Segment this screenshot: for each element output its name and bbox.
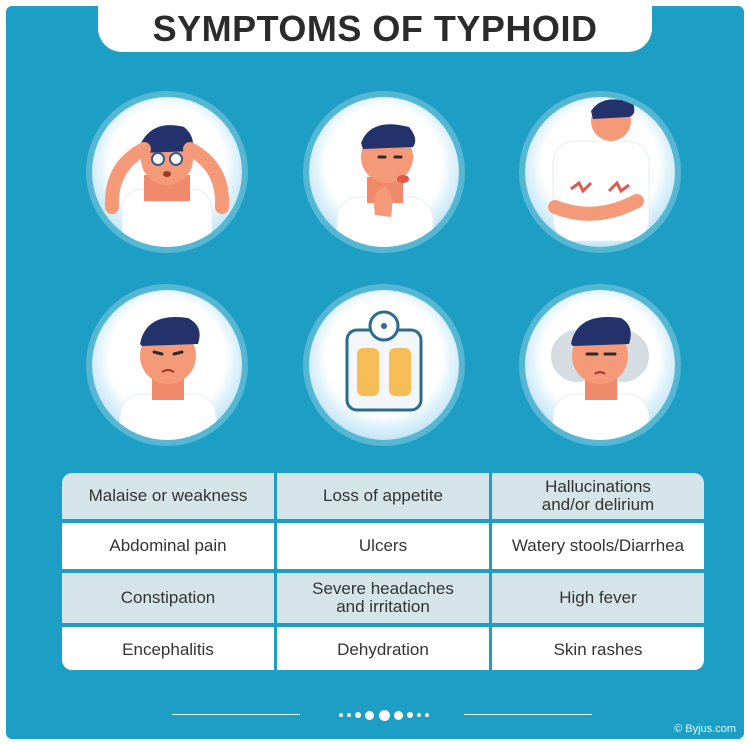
dot-icon bbox=[339, 713, 343, 717]
upset-man-icon bbox=[92, 290, 242, 440]
dot-icon bbox=[425, 713, 429, 717]
infographic: SYMPTOMS OF TYPHOID bbox=[6, 6, 744, 739]
sore-throat-man-icon bbox=[309, 97, 459, 247]
dizzy-man-icon bbox=[92, 97, 242, 247]
copyright-text: © Byjus.com bbox=[674, 723, 736, 735]
dot-icon bbox=[406, 712, 413, 718]
dot-icon bbox=[355, 712, 362, 718]
symptom-cell: High fever bbox=[492, 573, 704, 623]
symptom-cell: Abdominal pain bbox=[62, 523, 274, 569]
weighing-scale-icon bbox=[309, 290, 459, 440]
symptom-cell: Watery stools/Diarrhea bbox=[492, 523, 704, 569]
symptom-cell: Ulcers bbox=[277, 523, 489, 569]
symptom-cell: Loss of appetite bbox=[277, 473, 489, 519]
footer-divider-left bbox=[172, 714, 300, 715]
dot-icon bbox=[378, 709, 390, 721]
symptom-cell: Skin rashes bbox=[492, 627, 704, 670]
dot-icon bbox=[393, 710, 403, 720]
dot-icon bbox=[416, 713, 421, 717]
symptom-cell: Constipation bbox=[62, 573, 274, 623]
symptom-cell: Encephalitis bbox=[62, 627, 274, 670]
weak-blurred-man-icon bbox=[525, 290, 675, 440]
footer-divider-right bbox=[464, 714, 592, 715]
symptom-cell: Hallucinations and/or delirium bbox=[492, 473, 704, 519]
dot-icon bbox=[347, 713, 352, 717]
symptom-cell: Malaise or weakness bbox=[62, 473, 274, 519]
page-title: SYMPTOMS OF TYPHOID bbox=[152, 8, 598, 49]
footer-dots bbox=[339, 709, 429, 721]
symptoms-table: Malaise or weakness Loss of appetite Hal… bbox=[62, 473, 704, 670]
dot-icon bbox=[365, 710, 375, 720]
title-banner: SYMPTOMS OF TYPHOID bbox=[98, 6, 652, 52]
stomach-ache-man-icon bbox=[525, 97, 675, 247]
symptom-cell: Dehydration bbox=[277, 627, 489, 670]
symptom-cell: Severe headaches and irritation bbox=[277, 573, 489, 623]
